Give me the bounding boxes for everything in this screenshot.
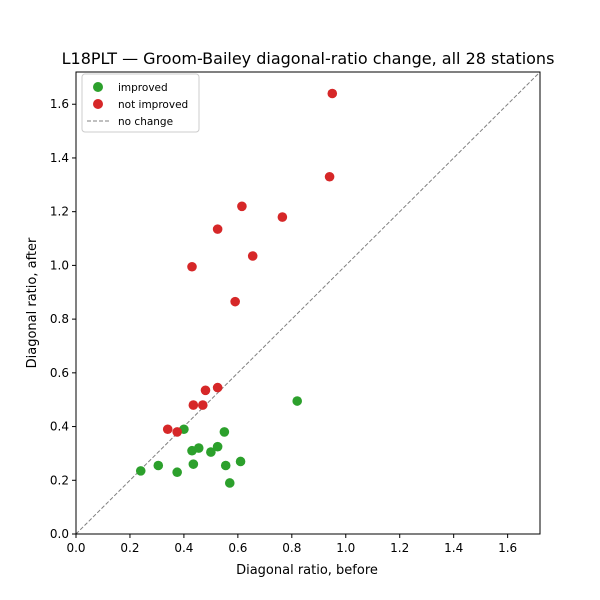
point-improved-11 bbox=[224, 478, 235, 488]
point-improved-12 bbox=[235, 456, 246, 467]
x-tick-label: 0.6 bbox=[228, 541, 247, 555]
y-axis-label: Diagonal ratio, after bbox=[25, 237, 40, 368]
y-tick-label: 1.2 bbox=[50, 205, 69, 219]
x-axis-label: Diagonal ratio, before bbox=[236, 563, 378, 578]
legend: improved not improved no change bbox=[81, 73, 200, 133]
y-tick-label: 1.0 bbox=[50, 258, 69, 272]
plot-area bbox=[75, 71, 541, 535]
y-tick-label: 0.0 bbox=[50, 527, 69, 541]
point-improved-2 bbox=[172, 467, 182, 478]
point-not-improved-6 bbox=[212, 382, 223, 393]
y-tick-label: 0.4 bbox=[50, 420, 69, 434]
point-improved-0 bbox=[135, 466, 146, 476]
y-tick-label: 1.6 bbox=[50, 97, 69, 111]
y-tick-label: 0.2 bbox=[50, 473, 69, 487]
point-not-improved-2 bbox=[188, 400, 199, 410]
x-tick-label: 1.6 bbox=[498, 541, 517, 555]
point-not-improved-3 bbox=[187, 261, 197, 272]
no-change-line bbox=[75, 71, 541, 535]
legend-label-not-improved: not improved bbox=[118, 99, 188, 111]
x-tick-label: 0.4 bbox=[174, 541, 193, 555]
point-improved-1 bbox=[153, 460, 164, 471]
y-tick-label: 0.6 bbox=[50, 366, 69, 380]
x-tick-label: 1.0 bbox=[336, 541, 355, 555]
y-tick-label: 1.4 bbox=[50, 151, 69, 165]
point-improved-10 bbox=[220, 460, 231, 471]
legend-box bbox=[81, 73, 200, 133]
axes-frame bbox=[75, 71, 541, 535]
point-not-improved-8 bbox=[230, 296, 240, 307]
x-tick-label: 1.2 bbox=[390, 541, 409, 555]
point-not-improved-1 bbox=[172, 427, 182, 437]
point-improved-9 bbox=[219, 427, 230, 437]
x-tick-label: 0.2 bbox=[120, 541, 139, 555]
point-not-improved-10 bbox=[247, 251, 258, 261]
point-not-improved-5 bbox=[200, 385, 211, 396]
point-improved-13 bbox=[292, 396, 303, 406]
point-improved-7 bbox=[206, 447, 216, 457]
point-not-improved-12 bbox=[324, 171, 335, 182]
x-tick-label: 1.4 bbox=[444, 541, 463, 555]
point-not-improved-4 bbox=[197, 400, 208, 410]
point-not-improved-13 bbox=[327, 88, 338, 99]
y-tick-label: 0.8 bbox=[50, 312, 69, 326]
point-not-improved-0 bbox=[162, 424, 173, 435]
y-axis: 0.0 0.2 0.4 0.6 0.8 1.0 1.2 1.4 1.6 bbox=[50, 97, 76, 541]
x-axis: 0.0 0.2 0.4 0.6 0.8 1.0 1.2 1.4 1.6 bbox=[66, 534, 517, 555]
point-improved-6 bbox=[193, 443, 204, 453]
x-tick-label: 0.8 bbox=[282, 541, 301, 555]
point-improved-8 bbox=[212, 441, 223, 452]
point-not-improved-11 bbox=[277, 212, 288, 222]
point-improved-5 bbox=[188, 459, 199, 469]
x-tick-label: 0.0 bbox=[66, 541, 85, 555]
legend-label-no-change: no change bbox=[118, 116, 173, 128]
legend-marker-not-improved bbox=[93, 99, 103, 109]
legend-label-improved: improved bbox=[118, 82, 168, 94]
point-not-improved-7 bbox=[212, 224, 223, 234]
legend-marker-improved bbox=[93, 82, 103, 92]
chart-title: L18PLT — Groom-Bailey diagonal-ratio cha… bbox=[62, 49, 555, 68]
point-not-improved-9 bbox=[237, 201, 247, 212]
